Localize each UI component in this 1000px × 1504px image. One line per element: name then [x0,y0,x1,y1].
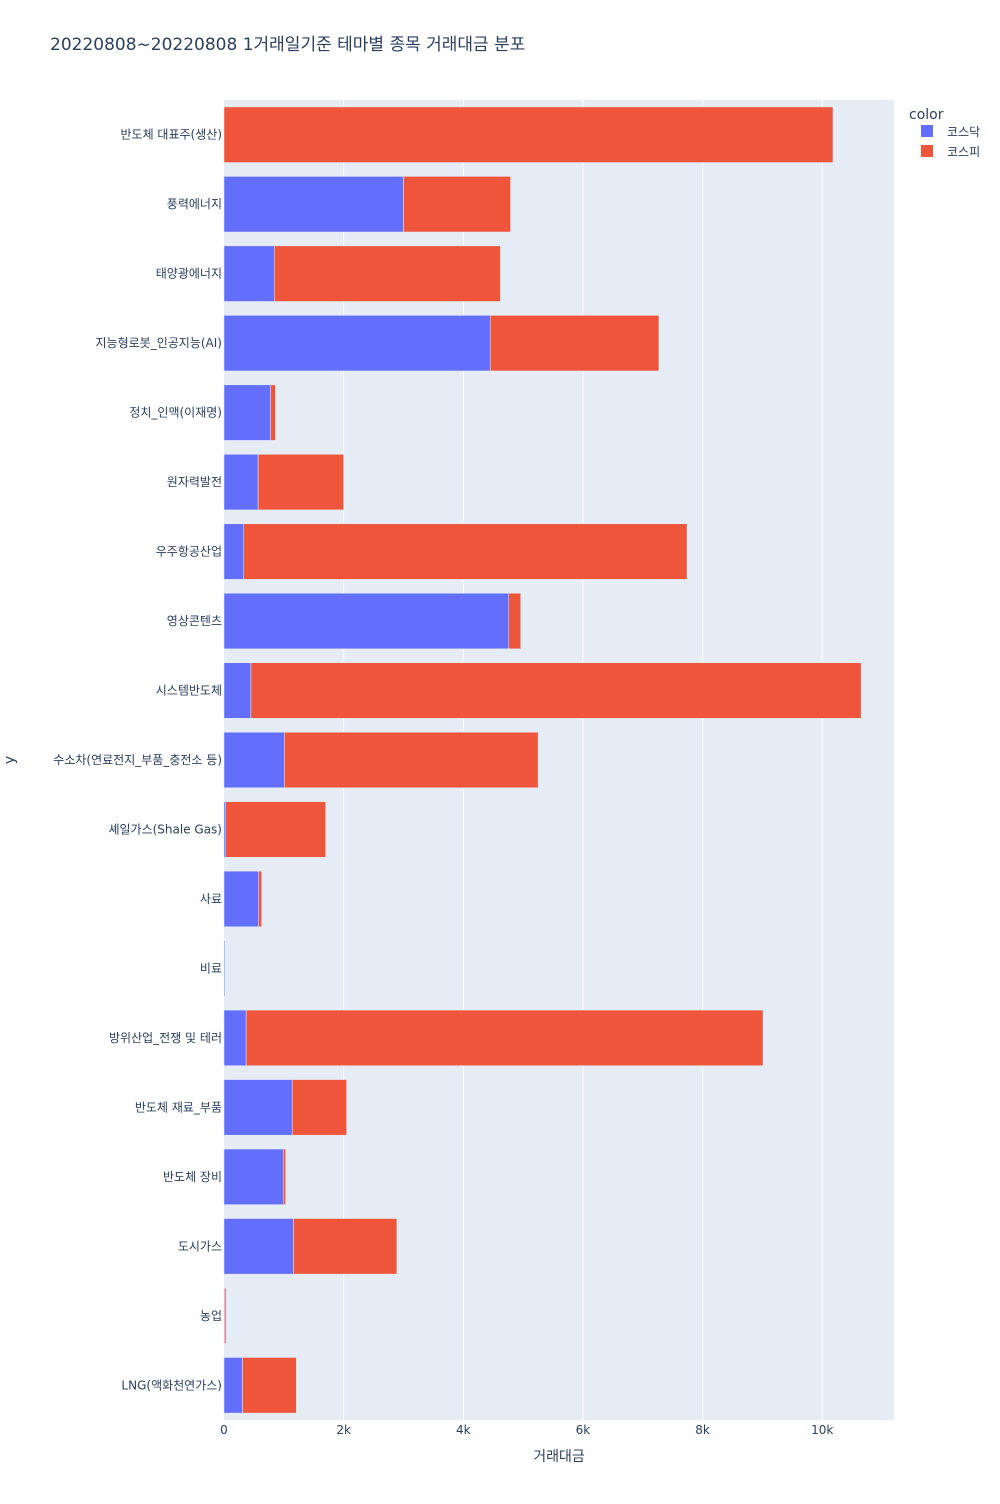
y-tick-label: LNG(액화천연가스) [121,1377,222,1392]
bar-kospi[interactable] [223,106,834,163]
bar-kosdaq[interactable] [223,1148,284,1205]
bar-kospi[interactable] [224,1287,227,1344]
y-tick-label: 농업 [200,1309,222,1323]
y-tick-label: 풍력에너지 [167,197,222,211]
y-tick-label: 도시가스 [178,1239,222,1253]
legend-label-kosdaq[interactable]: 코스닥 [947,125,980,139]
y-tick-label: 셰일가스(Shale Gas) [108,822,222,836]
legend-swatch-kospi[interactable] [921,145,933,157]
legend[interactable]: color 코스닥 코스피 [909,107,980,159]
bar-kosdaq[interactable] [223,1357,243,1414]
bar-kospi[interactable] [508,593,521,650]
y-tick-label: 비료 [200,961,222,975]
bar-kospi[interactable] [284,731,539,789]
bar-kospi[interactable] [489,315,660,372]
bar-kosdaq[interactable] [223,593,509,650]
bar-kospi[interactable] [270,384,276,441]
y-tick-label: 반도체 대표주(생산) [121,128,223,142]
bar-kospi[interactable] [250,662,862,719]
x-tick-label: 2k [336,1423,351,1437]
x-tick-labels: 0 2k 4k 6k 8k 10k [220,1423,833,1437]
bar-kospi[interactable] [293,1218,398,1275]
y-tick-label: 시스템반도체 [156,684,222,698]
bar-kosdaq[interactable] [223,384,271,441]
bar-kosdaq[interactable] [223,731,285,789]
bars[interactable] [223,106,862,1414]
y-tick-label: 지능형로봇_인공지능(AI) [96,336,222,350]
y-tick-label: 방위산업_전쟁 및 테러 [109,1031,222,1045]
y-tick-label: 반도체 장비 [163,1170,222,1184]
y-tick-label: 태양광에너지 [156,267,222,281]
bar-kospi[interactable] [257,454,344,511]
y-tick-label: 수소차(연료전지_부품_충전소 등) [53,753,222,767]
bar-kosdaq[interactable] [223,454,259,511]
x-tick-label: 10k [811,1423,833,1437]
bar-kosdaq[interactable] [223,176,404,233]
bar-kosdaq[interactable] [223,940,226,997]
legend-swatch-kosdaq[interactable] [921,125,933,137]
legend-title: color [909,107,944,123]
bar-kospi[interactable] [243,523,688,580]
bar-kosdaq[interactable] [223,1079,293,1136]
bar-kospi[interactable] [242,1357,297,1414]
bar-kospi[interactable] [258,870,262,927]
bar-kospi[interactable] [282,1148,286,1205]
bar-kospi[interactable] [274,245,501,302]
bar-kospi[interactable] [403,176,511,233]
legend-label-kospi[interactable]: 코스피 [947,145,980,159]
bar-kosdaq[interactable] [223,870,259,927]
y-axis-label: y [2,756,18,764]
y-tick-label: 원자력발전 [167,475,222,489]
y-tick-label: 정치_인맥(이재명) [129,406,222,420]
y-tick-label: 우주항공산업 [156,545,222,559]
x-tick-label: 6k [576,1423,591,1437]
x-tick-label: 0 [220,1423,228,1437]
bar-kosdaq[interactable] [223,801,227,858]
bar-kosdaq[interactable] [223,245,275,302]
bar-kosdaq[interactable] [223,662,252,719]
bar-kosdaq[interactable] [223,523,244,580]
x-tick-label: 8k [695,1423,710,1437]
y-tick-label: 반도체 재료_부품 [135,1100,222,1114]
bar-kosdaq[interactable] [223,315,491,372]
bar-kosdaq[interactable] [223,1009,247,1066]
x-axis-label: 거래대금 [533,1449,585,1465]
x-tick-label: 4k [456,1423,471,1437]
y-tick-label: 사료 [200,892,222,906]
chart-title: 20220808~20220808 1거래일기준 테마별 종목 거래대금 분포 [50,35,525,55]
bar-kosdaq[interactable] [223,1218,294,1275]
bar-kospi[interactable] [245,1009,764,1066]
y-tick-label: 영상콘텐츠 [167,614,222,628]
bar-kospi[interactable] [291,1079,347,1136]
bar-kospi[interactable] [225,801,326,858]
